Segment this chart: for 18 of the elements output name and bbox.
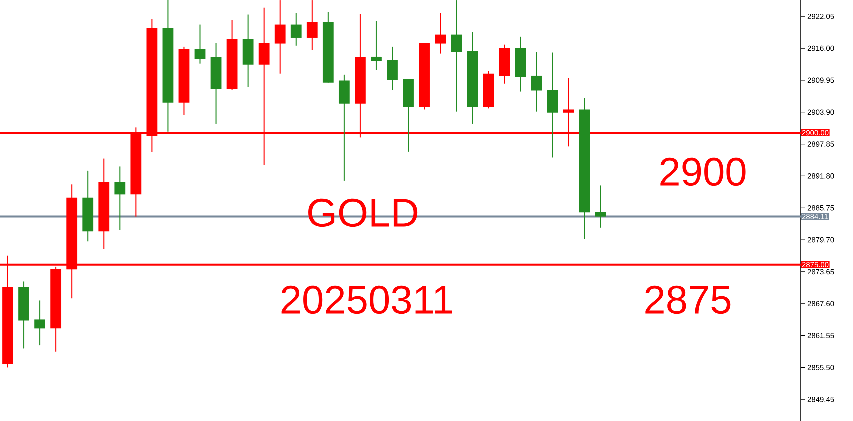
- candlestick: [595, 185, 606, 228]
- candlestick: [194, 24, 206, 64]
- candlestick: [274, 0, 286, 74]
- candlestick: [114, 166, 126, 231]
- candlestick: [306, 0, 318, 51]
- candlestick: [435, 12, 446, 54]
- annotation: 2875: [646, 286, 731, 314]
- candlestick: [290, 12, 302, 46]
- annotation: GOLD: [308, 198, 418, 228]
- annotation: 2900: [660, 158, 746, 186]
- candlestick: [387, 46, 398, 91]
- candlestick: [371, 20, 382, 71]
- candlestick: [451, 0, 462, 112]
- candlestick: [531, 52, 542, 112]
- candlestick: [547, 52, 558, 158]
- candlestick: [34, 300, 46, 346]
- candlestick: [338, 74, 350, 182]
- annotation: 20250311: [282, 286, 452, 314]
